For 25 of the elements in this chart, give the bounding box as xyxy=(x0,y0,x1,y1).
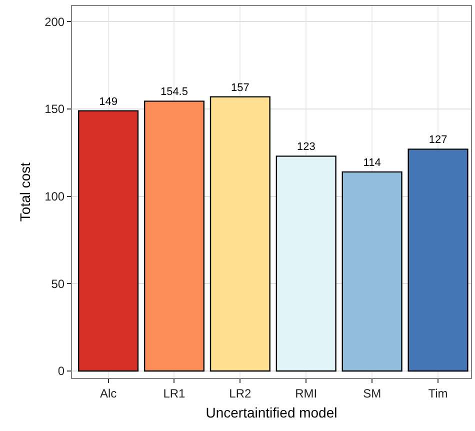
y-tick-label: 200 xyxy=(44,14,65,29)
y-axis-title: Total cost xyxy=(17,162,34,222)
data-label: 157 xyxy=(230,82,250,94)
data-label: 114 xyxy=(363,156,381,169)
x-tick-label: LR2 xyxy=(229,386,252,400)
bar xyxy=(144,100,204,372)
data-label: 123 xyxy=(296,141,316,154)
x-tick-label: RMI xyxy=(295,386,318,400)
y-tick-label: 150 xyxy=(44,102,65,116)
bar xyxy=(408,148,468,372)
x-tick-label: Alc xyxy=(100,386,117,400)
y-tick-label: 50 xyxy=(51,276,65,291)
y-tick-label: 0 xyxy=(58,364,65,378)
bar xyxy=(210,96,270,372)
data-label: 149 xyxy=(99,96,118,108)
bar xyxy=(276,156,336,372)
x-tick-label: SM xyxy=(363,386,382,400)
data-label: 127 xyxy=(428,134,448,146)
data-label: 154.5 xyxy=(160,86,188,98)
x-tick-label: Tim xyxy=(428,386,448,400)
bar xyxy=(78,110,139,372)
bar xyxy=(342,171,402,372)
x-axis-title: Uncertaintified model xyxy=(206,404,338,421)
y-tick-label: 100 xyxy=(44,190,65,204)
x-tick-label: LR1 xyxy=(163,386,186,400)
